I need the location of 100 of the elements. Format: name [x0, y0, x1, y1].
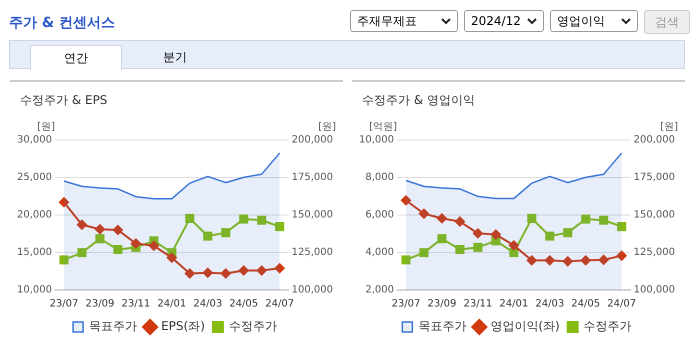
- legend-label: EPS(좌): [161, 319, 205, 334]
- y2-tick-label: 125,000: [292, 247, 334, 258]
- point: [455, 244, 464, 254]
- point: [58, 197, 69, 208]
- x-tick-label: 23/11: [121, 298, 150, 310]
- y2-tick-label: 200,000: [634, 134, 676, 146]
- point: [274, 263, 285, 274]
- y2-tick-label: 175,000: [292, 172, 334, 184]
- y2-tick-label: 150,000: [634, 210, 676, 221]
- point: [436, 213, 447, 224]
- point: [238, 266, 249, 276]
- point: [563, 228, 572, 238]
- y2-tick-label: 200,000: [292, 134, 334, 146]
- x-tick-label: 24/01: [499, 298, 528, 310]
- point: [239, 214, 248, 224]
- y-tick-label: 10,000: [16, 284, 52, 296]
- point: [94, 224, 105, 234]
- point: [77, 248, 86, 258]
- point: [616, 250, 627, 261]
- chart-title: 수정주가 & 영업이익: [362, 92, 475, 109]
- point: [508, 240, 519, 250]
- y2-tick-label: 100,000: [634, 284, 676, 296]
- point: [418, 208, 429, 219]
- x-tick-label: 23/07: [50, 298, 78, 310]
- point: [95, 234, 104, 244]
- x-tick-label: 24/07: [265, 298, 294, 310]
- point: [544, 255, 555, 266]
- point: [203, 232, 212, 241]
- point: [148, 240, 159, 251]
- legend-label: 수정주가: [228, 319, 277, 334]
- y2-axis-title: [원]: [660, 122, 678, 133]
- y-tick-label: 30,000: [16, 134, 52, 146]
- point: [526, 255, 537, 266]
- point: [185, 214, 194, 223]
- point: [275, 222, 284, 232]
- y2-tick-label: 100,000: [292, 284, 334, 296]
- legend-label: 수정주가: [584, 319, 632, 334]
- text: 분기: [162, 48, 188, 66]
- text: 영업이익: [557, 12, 605, 30]
- point: [617, 222, 626, 232]
- x-tick-label: 23/09: [86, 298, 114, 310]
- x-tick-label: 23/07: [392, 298, 420, 310]
- y-axis-title: [억원]: [369, 122, 398, 133]
- y-axis-title: [원]: [37, 122, 56, 133]
- text: 검색: [644, 10, 690, 34]
- point: [472, 228, 483, 238]
- point: [221, 228, 230, 238]
- y-tick-label: 6,000: [365, 210, 394, 221]
- point: [112, 225, 123, 235]
- y-tick-label: 4,000: [365, 247, 394, 258]
- y2-tick-label: 150,000: [292, 210, 334, 221]
- point: [473, 242, 482, 252]
- point: [580, 255, 591, 266]
- point: [220, 268, 231, 278]
- y2-tick-label: 175,000: [634, 172, 676, 184]
- point: [545, 232, 554, 241]
- point: [184, 268, 195, 278]
- point: [257, 216, 266, 225]
- x-tick-label: 24/03: [193, 298, 222, 310]
- point: [419, 248, 428, 258]
- x-tick-label: 24/07: [607, 298, 636, 310]
- x-tick-label: 24/03: [535, 298, 564, 310]
- point: [599, 216, 608, 225]
- legend-label: 영업이익(좌): [490, 319, 560, 334]
- point: [437, 234, 446, 244]
- text: 2024/12: [471, 14, 521, 28]
- x-tick-label: 23/11: [463, 298, 492, 310]
- x-tick-label: 23/09: [428, 298, 456, 310]
- text: 주재무제표: [357, 12, 417, 30]
- text: 연간: [30, 45, 122, 70]
- point: [562, 256, 573, 266]
- point: [401, 255, 411, 264]
- y-tick-label: 15,000: [16, 247, 52, 258]
- y2-tick-label: 125,000: [634, 247, 676, 258]
- point: [130, 238, 141, 248]
- text: 주가 & 컨센서스: [9, 14, 115, 32]
- point: [581, 214, 590, 224]
- point: [76, 220, 87, 230]
- y2-axis-title: [원]: [318, 122, 336, 133]
- legend-label: 목표주가: [418, 319, 466, 334]
- point: [166, 252, 177, 263]
- y-tick-label: 10,000: [358, 134, 394, 146]
- point: [256, 266, 267, 276]
- y-tick-label: 20,000: [16, 210, 52, 221]
- point: [454, 216, 465, 227]
- x-tick-label: 24/01: [157, 298, 186, 310]
- point: [527, 214, 536, 223]
- x-tick-label: 24/05: [229, 298, 258, 310]
- y-tick-label: 25,000: [16, 172, 52, 184]
- point: [598, 254, 609, 265]
- point: [113, 244, 122, 254]
- point: [202, 268, 213, 278]
- point: [490, 230, 501, 240]
- point: [59, 255, 69, 264]
- chart-title: 수정주가 & EPS: [20, 92, 108, 109]
- x-tick-label: 24/05: [571, 298, 600, 310]
- legend-label: 목표주가: [89, 319, 138, 334]
- point: [400, 195, 411, 206]
- y-tick-label: 2,000: [365, 284, 394, 296]
- y-tick-label: 8,000: [365, 172, 394, 184]
